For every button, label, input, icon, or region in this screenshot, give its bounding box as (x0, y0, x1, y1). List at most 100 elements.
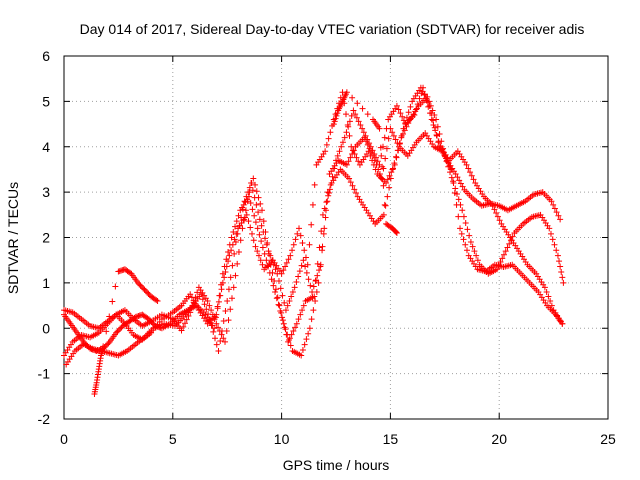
data-point (352, 111, 359, 118)
data-point (423, 97, 430, 104)
data-point (547, 298, 554, 305)
data-point (226, 241, 233, 248)
data-point (383, 145, 390, 152)
data-point (320, 230, 327, 237)
data-point (381, 201, 388, 208)
data-point (383, 125, 390, 132)
data-point (204, 298, 211, 305)
data-point (289, 288, 296, 295)
data-point (343, 129, 350, 136)
data-point (349, 182, 356, 189)
data-point (311, 293, 318, 300)
data-point (327, 181, 334, 188)
data-point (373, 154, 380, 161)
data-point (401, 127, 408, 134)
data-point (407, 103, 414, 110)
data-point (452, 185, 459, 192)
data-point (272, 266, 279, 273)
data-point (359, 105, 366, 112)
data-point (348, 112, 355, 119)
data-point (312, 277, 319, 284)
series-track-3 (63, 93, 567, 368)
data-point (355, 118, 362, 125)
data-point (288, 293, 295, 300)
data-point (218, 281, 225, 288)
data-point (109, 298, 116, 305)
data-point (299, 239, 306, 246)
data-point (235, 249, 242, 256)
data-point (104, 341, 111, 348)
data-point (429, 107, 436, 114)
data-point (418, 90, 425, 97)
data-point (210, 328, 217, 335)
data-point (364, 136, 371, 143)
data-point (211, 325, 218, 332)
data-point (558, 268, 565, 275)
data-point (471, 248, 478, 255)
data-point (371, 157, 378, 164)
data-point (447, 169, 454, 176)
data-point (384, 193, 391, 200)
data-point (431, 111, 438, 118)
data-point (467, 239, 474, 246)
data-point (397, 110, 404, 117)
data-point (282, 326, 289, 333)
data-point (291, 284, 298, 291)
data-point (300, 302, 307, 309)
data-point (230, 229, 237, 236)
data-point (377, 144, 384, 151)
data-point (257, 200, 264, 207)
data-point (228, 295, 235, 302)
data-point (403, 123, 410, 130)
data-point (345, 158, 352, 165)
series-track-2 (61, 125, 566, 359)
data-point (141, 286, 148, 293)
data-point (147, 317, 154, 324)
data-point (247, 224, 254, 231)
data-point (349, 94, 356, 101)
data-point (100, 343, 107, 350)
chart-title: Day 014 of 2017, Sidereal Day-to-day VTE… (80, 21, 585, 37)
data-point (131, 314, 138, 321)
data-point (378, 152, 385, 159)
data-point (333, 157, 339, 164)
data-point (387, 175, 394, 182)
series-track-5 (91, 89, 400, 398)
data-point (296, 225, 303, 232)
data-point (325, 192, 332, 199)
data-point (362, 132, 369, 139)
data-point (547, 230, 554, 237)
data-point (269, 257, 276, 264)
data-point (331, 165, 338, 172)
data-point (502, 248, 509, 255)
data-point (353, 190, 360, 197)
data-point (541, 284, 548, 291)
x-tick-label: 5 (169, 431, 177, 447)
data-point (253, 188, 260, 195)
data-point (282, 307, 289, 314)
data-point (148, 318, 155, 325)
data-point (213, 341, 220, 348)
data-point (322, 214, 329, 221)
data-point (454, 174, 461, 181)
data-point (261, 250, 268, 257)
data-point (460, 236, 467, 243)
data-point (232, 272, 239, 279)
data-point (376, 125, 383, 132)
data-point (250, 175, 257, 182)
data-point (287, 342, 294, 349)
data-point (260, 218, 267, 225)
data-point (427, 110, 434, 117)
data-point (455, 213, 462, 220)
data-point (180, 323, 187, 330)
y-tick-label: 1 (42, 275, 50, 291)
y-tick-label: -2 (38, 411, 51, 427)
data-point (245, 218, 252, 225)
x-tick-label: 20 (491, 431, 507, 447)
data-point (548, 302, 555, 309)
data-point (467, 169, 474, 176)
data-point (241, 216, 248, 223)
data-point (274, 270, 281, 277)
data-point (273, 295, 280, 302)
data-point (425, 103, 432, 110)
